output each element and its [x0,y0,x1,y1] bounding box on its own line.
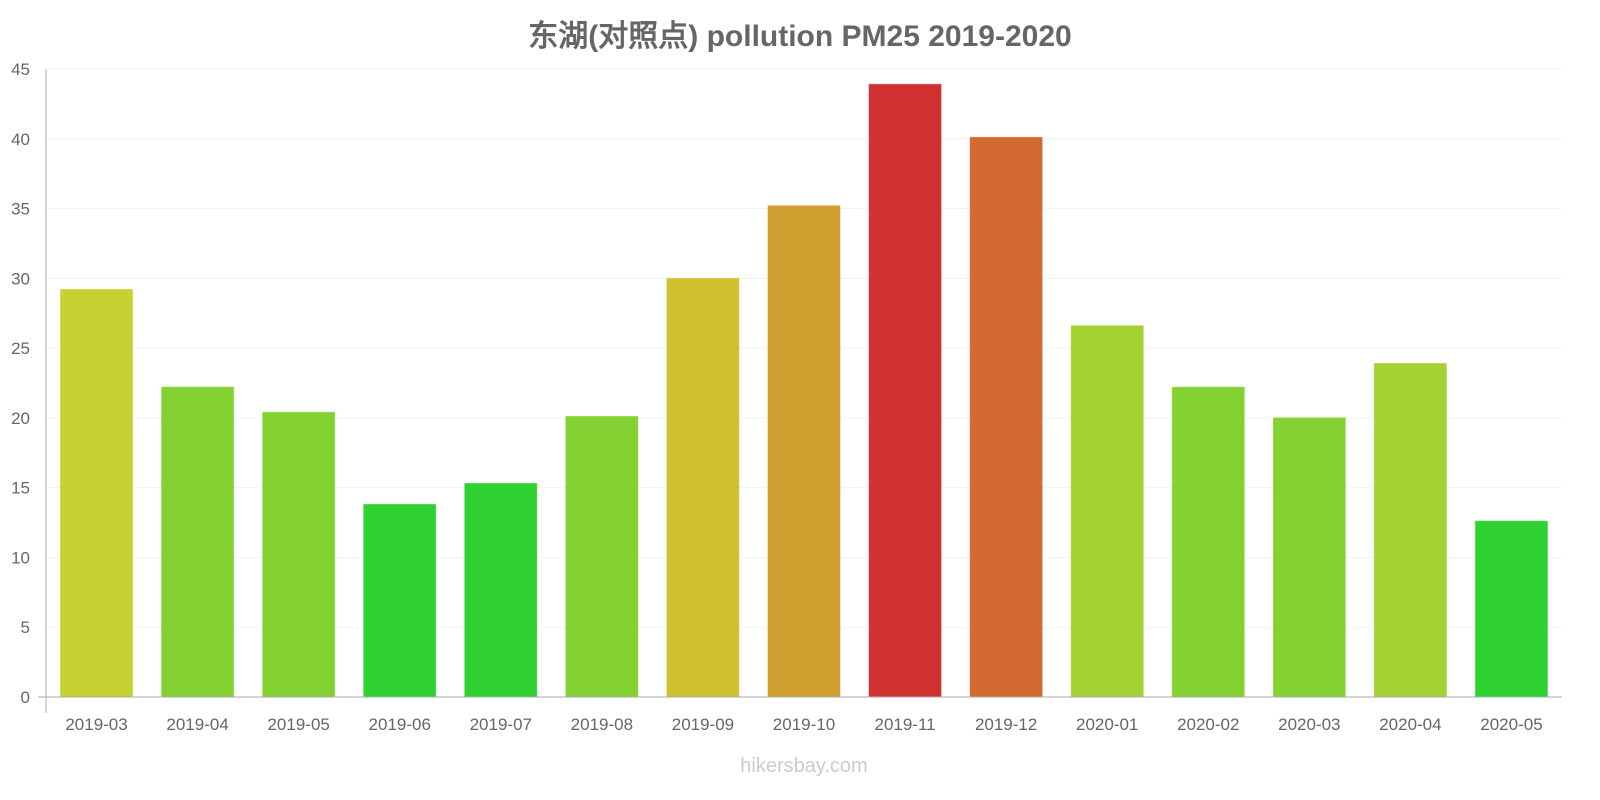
y-tick-label: 25 [11,339,30,358]
y-tick-label: 15 [11,479,30,498]
y-tick-label: 5 [21,618,30,637]
bar-2020-03 [1272,417,1346,698]
y-tick-label: 35 [11,200,30,219]
bar-2020-02 [1171,386,1245,698]
x-tick-label: 2019-03 [65,715,127,734]
bar-2019-10 [767,205,841,698]
x-tick-label: 2020-01 [1076,715,1138,734]
x-tick-label: 2019-12 [975,715,1037,734]
bar-2019-08 [565,415,639,698]
x-tick-label: 2019-04 [166,715,228,734]
bar-2019-06 [363,503,437,698]
chart-title: 东湖(对照点) pollution PM25 2019-2020 [528,19,1071,53]
y-tick-label: 10 [11,548,30,567]
watermark: hikersbay.com [740,755,867,777]
x-tick-label: 2019-08 [571,715,633,734]
x-tick-label: 2019-05 [267,715,329,734]
x-tick-label: 2019-10 [773,715,835,734]
y-tick-label: 40 [11,130,30,149]
y-tick-label: 45 [11,60,30,79]
x-tick-label: 2019-11 [874,715,935,734]
bar-2020-05 [1474,520,1548,698]
y-tick-label: 20 [11,409,30,428]
bar-2019-11 [868,83,942,698]
x-tick-label: 2020-03 [1278,715,1340,734]
bar-2019-09 [666,277,740,698]
bar-2019-12 [969,136,1043,698]
y-tick-label: 30 [11,269,30,288]
x-tick-label: 2020-05 [1480,715,1542,734]
x-tick-label: 2019-07 [470,715,532,734]
bar-2019-07 [464,482,538,698]
bar-2019-05 [262,411,336,698]
bar-2019-03 [60,288,134,698]
x-tick-label: 2020-04 [1379,715,1441,734]
bar-2020-04 [1373,362,1447,698]
x-tick-label: 2019-06 [369,715,431,734]
bar-2019-04 [161,386,235,698]
bar-2020-01 [1070,325,1144,698]
x-tick-label: 2020-02 [1177,715,1239,734]
x-tick-label: 2019-09 [672,715,734,734]
y-tick-label: 0 [21,688,30,707]
